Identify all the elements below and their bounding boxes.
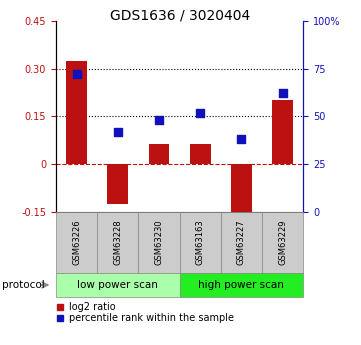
Point	[197, 110, 203, 115]
Text: GSM63228: GSM63228	[113, 219, 122, 265]
Text: protocol: protocol	[2, 280, 44, 290]
Text: percentile rank within the sample: percentile rank within the sample	[69, 313, 234, 323]
Text: log2 ratio: log2 ratio	[69, 302, 115, 312]
Point	[239, 137, 244, 142]
Bar	[149, 144, 169, 164]
Bar	[108, 164, 128, 204]
Text: GSM63163: GSM63163	[196, 219, 205, 265]
Point	[115, 129, 121, 135]
Point	[280, 91, 286, 96]
Bar	[231, 164, 252, 215]
Text: high power scan: high power scan	[199, 280, 284, 290]
Text: GSM63229: GSM63229	[278, 220, 287, 265]
Point	[74, 71, 79, 77]
Text: GSM63227: GSM63227	[237, 219, 246, 265]
Bar	[272, 100, 293, 164]
Text: GSM63230: GSM63230	[155, 219, 164, 265]
Bar	[190, 144, 210, 164]
Text: GSM63226: GSM63226	[72, 219, 81, 265]
Bar	[66, 61, 87, 164]
Text: GDS1636 / 3020404: GDS1636 / 3020404	[110, 9, 251, 23]
Text: low power scan: low power scan	[77, 280, 158, 290]
Point	[156, 118, 162, 123]
